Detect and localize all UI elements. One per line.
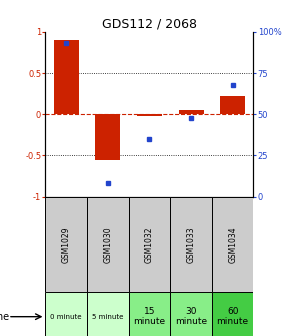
Bar bbox=[178, 110, 204, 114]
Text: GSM1032: GSM1032 bbox=[145, 226, 154, 263]
Text: GSM1030: GSM1030 bbox=[103, 226, 112, 263]
Text: 15
minute: 15 minute bbox=[133, 307, 166, 326]
Text: GSM1029: GSM1029 bbox=[62, 226, 71, 263]
Text: GSM1033: GSM1033 bbox=[187, 226, 195, 263]
Text: 60
minute: 60 minute bbox=[217, 307, 249, 326]
Bar bbox=[129, 197, 170, 292]
Bar bbox=[45, 197, 87, 292]
Bar bbox=[129, 292, 170, 336]
Bar bbox=[170, 292, 212, 336]
Bar bbox=[45, 292, 87, 336]
Bar bbox=[170, 197, 212, 292]
Bar bbox=[87, 292, 129, 336]
Bar bbox=[95, 114, 120, 160]
Bar bbox=[54, 40, 79, 114]
Text: time: time bbox=[0, 312, 10, 322]
Title: GDS112 / 2068: GDS112 / 2068 bbox=[102, 18, 197, 31]
Text: 0 minute: 0 minute bbox=[50, 314, 82, 320]
Text: 5 minute: 5 minute bbox=[92, 314, 124, 320]
Bar bbox=[212, 292, 253, 336]
Text: GSM1034: GSM1034 bbox=[228, 226, 237, 263]
Bar bbox=[87, 197, 129, 292]
Bar bbox=[137, 114, 162, 116]
Bar bbox=[220, 96, 245, 114]
Text: 30
minute: 30 minute bbox=[175, 307, 207, 326]
Bar bbox=[212, 197, 253, 292]
